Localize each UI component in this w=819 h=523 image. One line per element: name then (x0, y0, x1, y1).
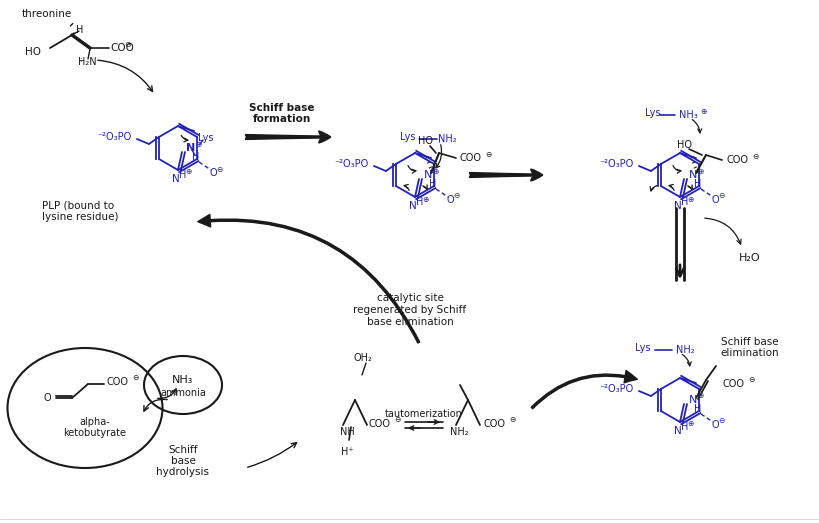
Text: HO: HO (25, 47, 41, 57)
Text: ⊕: ⊕ (686, 419, 692, 428)
Text: O: O (710, 195, 718, 205)
Text: COO: COO (459, 153, 482, 163)
Text: COO: COO (106, 377, 129, 387)
Text: regenerated by Schiff: regenerated by Schiff (353, 305, 466, 315)
Text: ⊖: ⊖ (484, 150, 491, 158)
Text: ⊖: ⊖ (747, 376, 753, 384)
Text: NH₃: NH₃ (172, 375, 193, 385)
Text: elimination: elimination (720, 348, 778, 358)
Text: alpha-: alpha- (79, 417, 111, 427)
Text: H: H (429, 179, 437, 189)
Text: ⊖: ⊖ (717, 191, 723, 200)
Text: O: O (446, 195, 453, 205)
FancyArrowPatch shape (246, 131, 330, 143)
Text: :: : (674, 349, 676, 355)
Text: NH₃: NH₃ (678, 110, 696, 120)
Text: tautomerization: tautomerization (385, 409, 463, 419)
Text: ⁻²O₃PO: ⁻²O₃PO (334, 159, 369, 169)
Text: N: N (186, 143, 196, 153)
Text: lysine residue): lysine residue) (42, 212, 119, 222)
Text: :: : (79, 57, 81, 63)
FancyArrowPatch shape (531, 370, 636, 409)
Text: N: N (673, 426, 681, 436)
Text: ⊕: ⊕ (195, 140, 201, 149)
Text: ketobutyrate: ketobutyrate (63, 428, 126, 438)
Text: ⊖: ⊖ (751, 152, 758, 161)
Text: PLP (bound to: PLP (bound to (42, 200, 114, 210)
Text: base: base (170, 456, 195, 466)
Text: N: N (172, 174, 179, 184)
Text: catalytic site: catalytic site (376, 293, 443, 303)
Text: H: H (179, 170, 187, 180)
Text: NH: NH (339, 427, 354, 437)
Text: ⊕: ⊕ (696, 392, 703, 401)
Text: ⊖: ⊖ (393, 415, 400, 425)
Text: ⊖: ⊖ (215, 165, 222, 174)
Text: ⁻²O₃PO: ⁻²O₃PO (97, 132, 132, 142)
Text: ⊖: ⊖ (452, 191, 459, 200)
Text: threonine: threonine (22, 9, 72, 19)
Text: COO: COO (369, 419, 391, 429)
Text: ⁻²O₃PO: ⁻²O₃PO (599, 384, 633, 394)
Text: H: H (681, 422, 688, 432)
Text: ⊕: ⊕ (696, 166, 703, 176)
Text: H: H (694, 404, 701, 414)
Text: Schiff base: Schiff base (720, 337, 778, 347)
Text: OH₂: OH₂ (353, 353, 372, 363)
Text: ammonia: ammonia (160, 388, 206, 398)
Text: H: H (416, 197, 423, 207)
FancyArrowPatch shape (197, 214, 419, 343)
Text: formation: formation (252, 114, 310, 124)
Text: ⊖: ⊖ (717, 416, 723, 426)
Text: ⊕: ⊕ (699, 107, 705, 116)
Text: N: N (409, 201, 416, 211)
Text: base elimination: base elimination (366, 317, 453, 327)
Text: NH₂: NH₂ (675, 345, 694, 355)
Text: :: : (437, 138, 439, 144)
Text: ⊖: ⊖ (124, 40, 131, 49)
Text: H₂O: H₂O (738, 253, 760, 263)
Text: H: H (192, 152, 200, 162)
Text: ⊖: ⊖ (132, 373, 138, 382)
Text: COO: COO (722, 379, 744, 389)
Text: ⊕: ⊕ (421, 195, 428, 203)
Text: N: N (423, 170, 432, 180)
Text: H: H (694, 179, 701, 189)
Text: ⁻²O₃PO: ⁻²O₃PO (599, 159, 633, 169)
FancyArrowPatch shape (469, 169, 541, 180)
Text: Lys: Lys (645, 108, 659, 118)
Text: COO: COO (726, 155, 748, 165)
Text: hydrolysis: hydrolysis (156, 467, 209, 477)
Text: O: O (209, 168, 216, 178)
Text: ⊖: ⊖ (509, 415, 514, 425)
Text: NH₂: NH₂ (449, 427, 468, 437)
Text: H₂N: H₂N (78, 57, 97, 67)
Text: Schiff base: Schiff base (249, 103, 314, 113)
Text: N: N (688, 170, 696, 180)
Text: HO: HO (676, 140, 692, 150)
Text: H⁺: H⁺ (340, 447, 353, 457)
Text: NH₂: NH₂ (437, 134, 455, 144)
Text: Schiff: Schiff (168, 445, 197, 455)
Text: H: H (681, 197, 688, 207)
Text: O: O (710, 420, 718, 430)
Text: ⊕: ⊕ (184, 167, 191, 176)
Text: Lys: Lys (400, 132, 415, 142)
Text: O: O (43, 393, 51, 403)
Text: ⊕: ⊕ (686, 195, 692, 203)
Text: N: N (688, 395, 696, 405)
Text: Lys: Lys (634, 343, 649, 353)
Text: HO: HO (418, 136, 433, 146)
Text: Lys: Lys (198, 133, 214, 143)
Text: N: N (673, 201, 681, 211)
Text: COO: COO (483, 419, 505, 429)
Text: H: H (76, 25, 84, 35)
Text: ⊕: ⊕ (432, 166, 437, 176)
Text: COO: COO (110, 43, 133, 53)
